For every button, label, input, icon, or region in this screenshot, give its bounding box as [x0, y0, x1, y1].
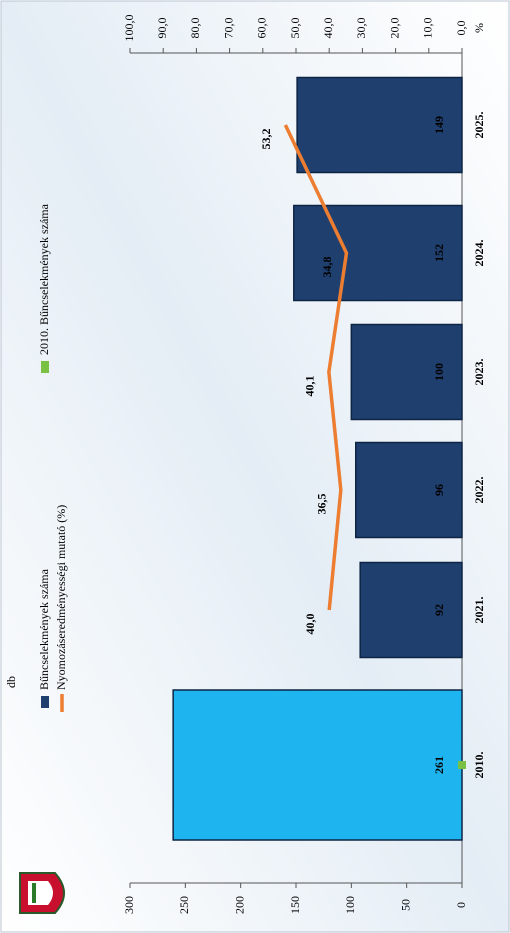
x-tick-label: 2022.	[472, 477, 486, 504]
bar-value-label: 96	[432, 484, 446, 496]
bar-value-label: 261	[432, 756, 446, 774]
line-value-label: 34,8	[320, 257, 334, 278]
line-value-label: 53,2	[259, 129, 273, 150]
x-tick-label: 2010.	[472, 752, 486, 779]
bar	[355, 441, 463, 539]
y2-tick-label: 60,0	[255, 18, 269, 39]
y-tick-label: 100	[343, 896, 357, 914]
bar-marker	[458, 761, 466, 769]
x-tick-label: 2025.	[472, 112, 486, 139]
line-value-label: 40,1	[303, 376, 317, 397]
bar	[350, 323, 463, 421]
legend-label: Bűncselekmények száma	[37, 568, 51, 690]
bar-value-label: 100	[432, 363, 446, 381]
y-tick-label: 150	[288, 896, 302, 914]
bar	[172, 689, 463, 841]
y2-tick-label: 100,0	[122, 15, 136, 42]
y2-tick-label: 80,0	[188, 18, 202, 39]
y-tick-label: 300	[122, 896, 136, 914]
legend-label: Nyomozáseredményességi mutató (%)	[54, 505, 68, 690]
y2-tick-label: 50,0	[288, 18, 302, 39]
bar	[296, 76, 463, 174]
y2-tick-label: 40,0	[321, 18, 335, 39]
y-tick-label: 250	[177, 896, 191, 914]
legend-label: 2010. Bűncselekmények száma	[37, 203, 51, 355]
y2-tick-label: 10,0	[421, 18, 435, 39]
line-value-label: 40,0	[303, 614, 317, 635]
y2-tick-label: 20,0	[387, 18, 401, 39]
y-tick-label: 50	[398, 899, 412, 911]
legend-swatch	[41, 361, 49, 373]
y2-tick-label: 70,0	[221, 18, 235, 39]
logo	[19, 872, 65, 914]
x-tick-label: 2024.	[472, 240, 486, 267]
y2-tick-label: 0,0	[454, 21, 468, 36]
x-tick-label: 2021.	[472, 597, 486, 624]
legend-swatch	[41, 696, 49, 708]
x-tick-label: 2023.	[472, 359, 486, 386]
bar-value-label: 92	[432, 604, 446, 616]
y-tick-label: 0	[454, 902, 468, 908]
y2-tick-label: 30,0	[354, 18, 368, 39]
line-value-label: 36,5	[315, 494, 329, 515]
y2-tick-label: 90,0	[155, 18, 169, 39]
y2-unit: %	[472, 23, 486, 33]
bar	[359, 561, 463, 659]
bar-value-label: 149	[432, 116, 446, 134]
bar-value-label: 152	[432, 244, 446, 262]
y-tick-label: 200	[232, 896, 246, 914]
line	[283, 124, 349, 611]
y-unit: db	[4, 676, 18, 688]
